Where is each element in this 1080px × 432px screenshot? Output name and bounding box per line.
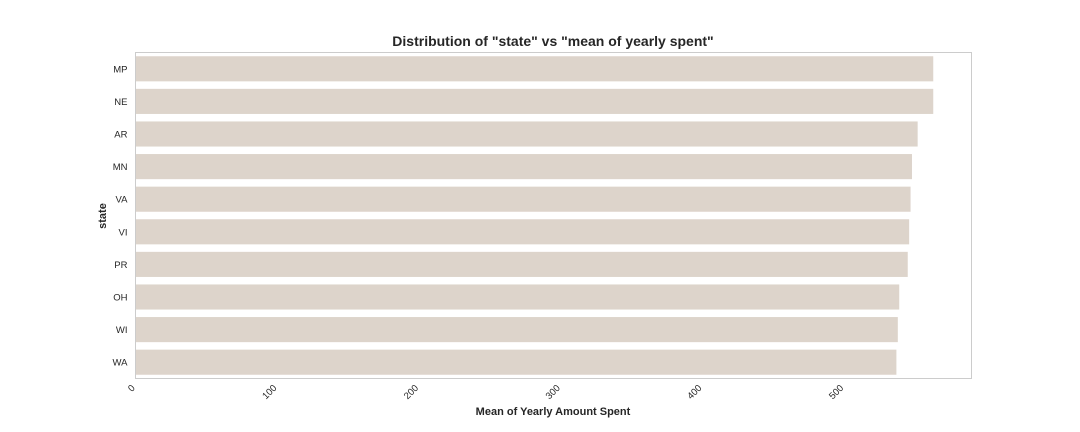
y-axis-label: state xyxy=(97,203,109,229)
chart-title: Distribution of "state" vs "mean of year… xyxy=(392,33,713,49)
y-tick-label-mp: MP xyxy=(113,64,127,75)
bar-wi xyxy=(135,317,898,343)
y-tick-label-va: VA xyxy=(116,195,129,206)
x-tick-label-400: 400 xyxy=(685,383,704,402)
x-tick-label-500: 500 xyxy=(827,383,846,402)
y-tick-label-oh: OH xyxy=(113,293,127,304)
x-axis-label: Mean of Yearly Amount Spent xyxy=(476,406,631,418)
bars-layer xyxy=(135,56,934,375)
bar-pr xyxy=(135,251,908,277)
y-tick-label-ar: AR xyxy=(114,130,127,141)
x-tick-label-200: 200 xyxy=(402,383,421,402)
bar-ne xyxy=(135,88,934,114)
plot-frame xyxy=(135,52,972,379)
bar-mn xyxy=(135,154,912,180)
bar-va xyxy=(135,186,911,212)
y-tick-label-mn: MN xyxy=(113,162,128,173)
y-tick-label-wa: WA xyxy=(113,358,129,369)
bar-vi xyxy=(135,219,910,245)
x-tick-label-0: 0 xyxy=(126,383,138,395)
x-tick-label-100: 100 xyxy=(260,383,279,402)
x-tick-label-300: 300 xyxy=(544,383,563,402)
bar-ar xyxy=(135,121,918,147)
y-tick-label-pr: PR xyxy=(114,260,127,271)
y-tick-label-vi: VI xyxy=(119,227,128,238)
bar-wa xyxy=(135,349,897,375)
y-tick-label-wi: WI xyxy=(116,325,128,336)
bar-mp xyxy=(135,56,934,82)
y-axis-ticks: MP NE AR MN VA VI PR OH WI WA xyxy=(113,64,129,368)
x-axis-ticks: 0 100 200 300 400 500 xyxy=(126,383,846,402)
y-tick-label-ne: NE xyxy=(114,97,127,108)
bar-oh xyxy=(135,284,900,310)
